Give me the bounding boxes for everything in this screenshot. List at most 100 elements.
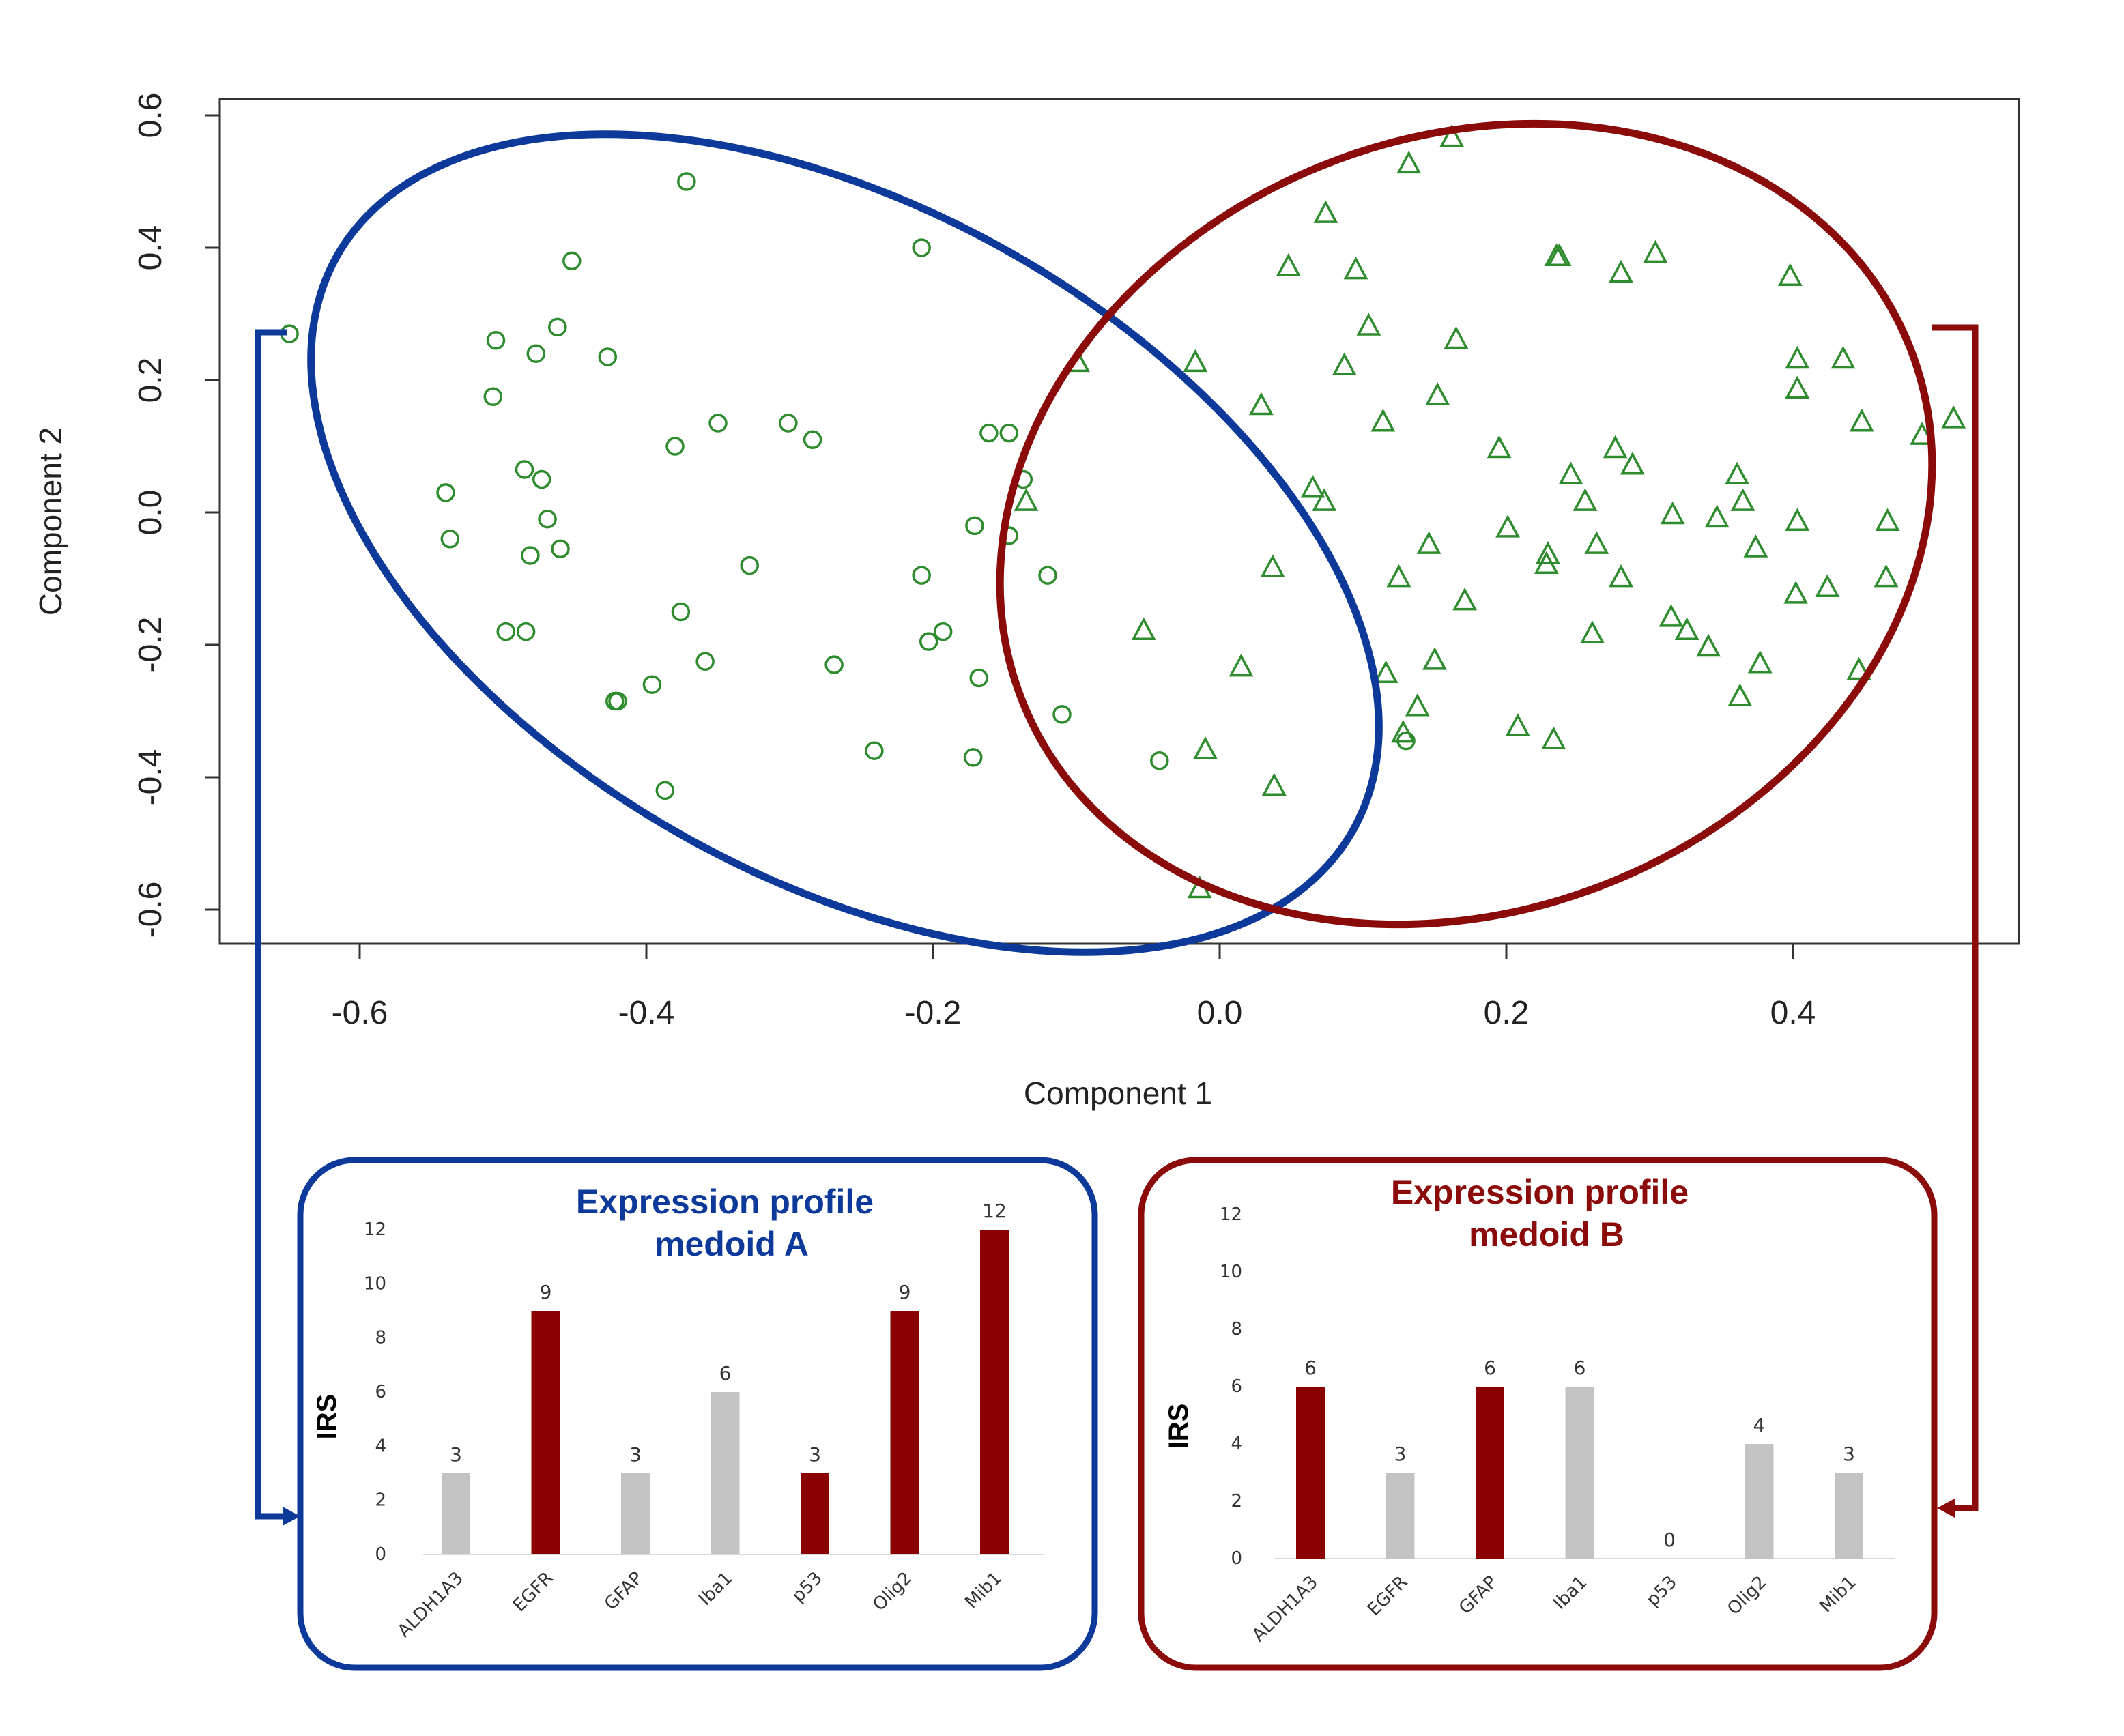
cluster-a-point (824, 655, 844, 674)
cluster-b-point (1343, 256, 1368, 280)
cluster-a-point (598, 347, 618, 366)
cluster-a-point (516, 622, 536, 641)
chart-b-y-tick-label: 6 (1231, 1376, 1242, 1397)
cluster-b-point (1373, 660, 1398, 684)
cluster-a-point (642, 675, 662, 694)
cluster-b-point (1495, 515, 1521, 538)
cluster-b-point (1439, 124, 1465, 147)
cluster-b-point (1300, 474, 1325, 498)
x-axis-label: Component 1 (1024, 1075, 1212, 1111)
chart-a-bar-mib1 (980, 1230, 1009, 1554)
chart-a-data-label: 12 (982, 1200, 1007, 1222)
cluster-a-point (548, 317, 567, 337)
panel-b-ylabel: IRS (1164, 1404, 1194, 1449)
cluster-a-point (532, 469, 551, 489)
cluster-a-point (979, 423, 999, 443)
cluster-a-point (740, 555, 759, 575)
cluster-b-point (1535, 540, 1560, 564)
x-tick-label: 0.0 (1197, 995, 1243, 1031)
cluster-b-point (1534, 551, 1559, 574)
cluster-b-point (1356, 313, 1381, 336)
y-axis-label: Component 2 (33, 427, 68, 616)
cluster-b-point (1444, 326, 1469, 349)
chart-a-bar-p53 (801, 1473, 829, 1554)
cluster-a-point (551, 539, 570, 559)
cluster-b-point (1747, 650, 1773, 674)
cluster-b-point (1416, 531, 1441, 554)
chart-b-y-tick-label: 4 (1231, 1434, 1242, 1454)
chart-b-y-tick-label: 0 (1231, 1548, 1242, 1569)
cluster-b-ellipse (996, 119, 1936, 929)
cluster-b-point (1659, 604, 1684, 627)
cluster-a-point (562, 251, 582, 271)
cluster-b-point (1620, 452, 1645, 475)
panel-medoid-a: Expression profile medoid A 0246810123AL… (297, 1157, 1098, 1671)
cluster-a-point (695, 652, 715, 671)
chart-b-data-label: 0 (1663, 1529, 1676, 1551)
x-tick-label: 0.2 (1484, 995, 1530, 1031)
cluster-b-point (1396, 150, 1422, 174)
chart-a-bar-gfap (621, 1473, 650, 1554)
cluster-b-point (1609, 259, 1633, 283)
cluster-b-point (1573, 488, 1598, 511)
cluster-b-point (1643, 240, 1668, 263)
bar-chart-a: 0246810123ALDH1A39EGFR3GFAP6Iba13p539Oli… (364, 1200, 1044, 1642)
cluster-b-point (1276, 253, 1301, 276)
cluster-a-point (965, 516, 984, 536)
chart-b-data-label: 6 (1484, 1357, 1496, 1379)
y-tick-label: 0.0 (132, 490, 169, 536)
chart-b-data-label: 3 (1394, 1443, 1407, 1465)
cluster-a-point (865, 741, 884, 760)
cluster-b-point (1332, 352, 1357, 375)
cluster-b-point (1193, 736, 1218, 760)
cluster-b-point (1783, 581, 1809, 604)
y-tick-label: 0.6 (132, 93, 169, 139)
chart-b-y-tick-label: 12 (1220, 1204, 1242, 1225)
cluster-a-point (803, 430, 822, 450)
cluster-b-point (1547, 243, 1572, 266)
chart-a-data-label: 3 (450, 1443, 462, 1466)
cluster-a-point (933, 622, 953, 641)
cluster-b-point (1422, 647, 1447, 670)
cluster-a-point (708, 414, 728, 433)
cluster-b-point (1584, 531, 1609, 554)
cluster-b-point (1405, 693, 1430, 717)
cluster-a-point (440, 530, 460, 549)
cluster-b-point (1785, 375, 1810, 399)
chart-a-bar-aldh1a3 (442, 1473, 470, 1554)
cluster-a-point (912, 238, 931, 257)
cluster-b-point (1609, 564, 1633, 588)
cluster-b-point (1386, 564, 1411, 588)
cluster-b-point (1603, 435, 1628, 459)
cluster-b-point (1730, 488, 1755, 511)
chart-a-y-tick-label: 4 (375, 1436, 386, 1456)
cluster-a-point (1052, 705, 1072, 724)
x-tick-label: -0.6 (332, 995, 388, 1031)
cluster-b-point (1505, 713, 1530, 736)
panel-b-title-line2: medoid B (1469, 1215, 1624, 1254)
cluster-b-point (1312, 488, 1337, 511)
chart-b-y-tick-label: 10 (1220, 1262, 1242, 1282)
x-tick-label: -0.2 (905, 995, 962, 1031)
cluster-b-point (1541, 726, 1566, 750)
panel-b-border (1138, 1157, 1938, 1671)
cluster-b-point (1704, 504, 1730, 528)
chart-b-bar-iba1 (1565, 1387, 1594, 1559)
y-tick-label: -0.6 (132, 882, 169, 938)
cluster-b-point (1874, 564, 1899, 588)
cluster-b-point (1875, 508, 1900, 531)
y-tick-label: 0.4 (132, 225, 169, 271)
chart-a-y-tick-label: 6 (375, 1382, 386, 1402)
cluster-b-point (1785, 345, 1810, 369)
cluster-a-point (665, 437, 685, 456)
cluster-b-point (1558, 461, 1583, 485)
cluster-a-point (912, 566, 931, 585)
cluster-a-point (486, 331, 506, 350)
cluster-a-point (964, 748, 983, 767)
cluster-b-point (1660, 501, 1685, 525)
cluster-b-point (1696, 633, 1721, 657)
cluster-b-point (1777, 263, 1803, 287)
chart-a-y-tick-label: 0 (375, 1544, 386, 1565)
chart-b-data-label: 6 (1574, 1357, 1586, 1379)
cluster-a-point (677, 172, 696, 191)
